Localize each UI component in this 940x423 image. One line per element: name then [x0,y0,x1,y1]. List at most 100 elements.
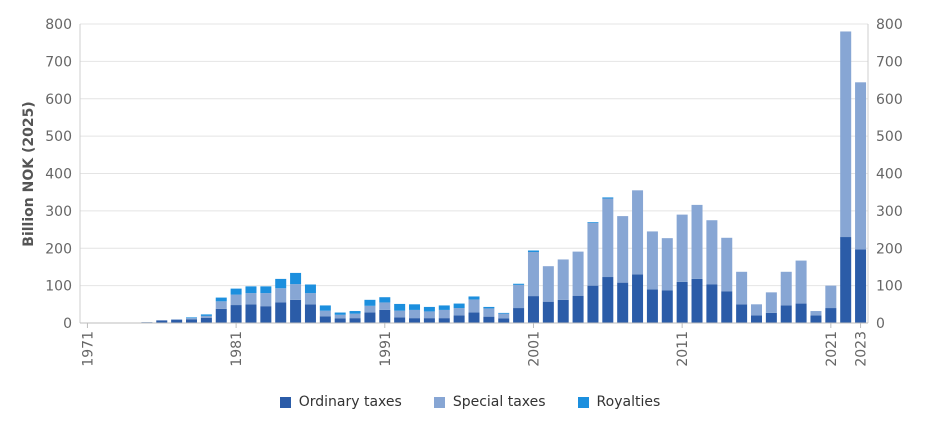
bar-segment-ordinary-taxes[interactable] [691,278,703,323]
bar-segment-special-taxes[interactable] [661,238,673,291]
bar-segment-special-taxes[interactable] [394,310,406,318]
bar-segment-ordinary-taxes[interactable] [379,309,391,323]
bar-segment-royalties[interactable] [527,250,539,252]
bar-segment-royalties[interactable] [290,272,302,285]
bar-segment-royalties[interactable] [513,283,525,285]
bar-segment-ordinary-taxes[interactable] [230,305,242,323]
bar-segment-ordinary-taxes[interactable] [483,316,495,323]
bar-segment-royalties[interactable] [453,303,465,309]
bar-segment-ordinary-taxes[interactable] [617,282,629,323]
bar-segment-special-taxes[interactable] [245,293,257,305]
bar-segment-royalties[interactable] [186,317,198,319]
bar-segment-ordinary-taxes[interactable] [498,318,510,323]
bar-segment-special-taxes[interactable] [364,305,376,313]
bar-segment-ordinary-taxes[interactable] [245,304,257,323]
bar-segment-special-taxes[interactable] [795,260,807,304]
bar-segment-ordinary-taxes[interactable] [855,249,867,323]
bar-segment-ordinary-taxes[interactable] [304,304,316,323]
bar-segment-ordinary-taxes[interactable] [706,284,718,323]
bar-segment-ordinary-taxes[interactable] [810,315,822,323]
bar-segment-special-taxes[interactable] [780,271,792,306]
bar-segment-special-taxes[interactable] [319,310,331,317]
bar-segment-special-taxes[interactable] [260,293,272,307]
bar-segment-royalties[interactable] [275,278,287,289]
bar-segment-royalties[interactable] [394,303,406,311]
bar-segment-ordinary-taxes[interactable] [557,299,569,323]
bar-segment-special-taxes[interactable] [855,82,867,250]
bar-segment-special-taxes[interactable] [349,313,361,319]
bar-segment-royalties[interactable] [602,197,614,199]
bar-segment-ordinary-taxes[interactable] [676,281,688,323]
bar-segment-special-taxes[interactable] [527,251,539,297]
bar-segment-special-taxes[interactable] [810,311,822,316]
bar-segment-ordinary-taxes[interactable] [527,296,539,323]
bar-segment-ordinary-taxes[interactable] [513,308,525,323]
bar-segment-ordinary-taxes[interactable] [602,277,614,323]
bar-segment-ordinary-taxes[interactable] [721,291,733,323]
bar-segment-ordinary-taxes[interactable] [572,295,584,323]
bar-segment-ordinary-taxes[interactable] [765,312,777,323]
bar-segment-ordinary-taxes[interactable] [542,301,554,323]
bar-segment-ordinary-taxes[interactable] [215,308,227,323]
bar-segment-special-taxes[interactable] [750,304,762,316]
bar-segment-special-taxes[interactable] [646,231,658,290]
bar-segment-ordinary-taxes[interactable] [171,320,183,323]
bar-segment-ordinary-taxes[interactable] [632,274,644,323]
bar-segment-royalties[interactable] [587,222,599,223]
legend-item-special-taxes[interactable]: Special taxes [433,394,546,410]
bar-segment-special-taxes[interactable] [765,292,777,313]
bar-segment-special-taxes[interactable] [438,309,450,319]
bar-segment-special-taxes[interactable] [825,285,837,309]
bar-segment-ordinary-taxes[interactable] [156,320,168,323]
bar-segment-royalties[interactable] [498,312,510,314]
bar-segment-special-taxes[interactable] [691,204,703,279]
bar-segment-ordinary-taxes[interactable] [275,302,287,323]
bar-segment-royalties[interactable] [319,305,331,311]
bar-segment-ordinary-taxes[interactable] [334,318,346,323]
bar-segment-special-taxes[interactable] [483,308,495,317]
bar-segment-ordinary-taxes[interactable] [349,318,361,323]
bar-segment-ordinary-taxes[interactable] [260,306,272,323]
bar-segment-ordinary-taxes[interactable] [750,315,762,323]
bar-segment-special-taxes[interactable] [290,284,302,300]
bar-segment-special-taxes[interactable] [513,284,525,309]
legend-item-royalties[interactable]: Royalties [577,394,660,410]
bar-segment-ordinary-taxes[interactable] [587,285,599,323]
bar-segment-special-taxes[interactable] [409,309,421,319]
bar-segment-special-taxes[interactable] [617,216,629,283]
bar-segment-royalties[interactable] [304,284,316,294]
bar-segment-ordinary-taxes[interactable] [468,312,480,323]
bar-segment-special-taxes[interactable] [200,315,212,318]
bar-segment-ordinary-taxes[interactable] [825,308,837,323]
bar-segment-special-taxes[interactable] [557,259,569,300]
bar-segment-ordinary-taxes[interactable] [409,318,421,323]
bar-segment-special-taxes[interactable] [736,271,748,305]
bar-segment-special-taxes[interactable] [230,294,242,306]
bar-segment-ordinary-taxes[interactable] [200,317,212,323]
bar-segment-special-taxes[interactable] [840,31,852,238]
bar-segment-royalties[interactable] [230,288,242,295]
bar-segment-special-taxes[interactable] [468,299,480,313]
bar-segment-ordinary-taxes[interactable] [736,304,748,323]
bar-segment-ordinary-taxes[interactable] [423,318,435,323]
bar-segment-royalties[interactable] [245,286,257,294]
bar-segment-special-taxes[interactable] [215,301,227,309]
bar-segment-royalties[interactable] [215,297,227,302]
bar-segment-ordinary-taxes[interactable] [661,290,673,323]
bar-segment-ordinary-taxes[interactable] [364,312,376,323]
bar-segment-special-taxes[interactable] [171,319,183,321]
bar-segment-special-taxes[interactable] [186,318,198,320]
bar-segment-special-taxes[interactable] [498,313,510,319]
bar-segment-royalties[interactable] [483,306,495,309]
bar-segment-royalties[interactable] [260,286,272,294]
bar-segment-ordinary-taxes[interactable] [438,318,450,323]
bar-segment-special-taxes[interactable] [706,220,718,285]
bar-segment-ordinary-taxes[interactable] [290,299,302,323]
bar-segment-special-taxes[interactable] [379,302,391,310]
bar-segment-ordinary-taxes[interactable] [780,305,792,323]
bar-segment-ordinary-taxes[interactable] [453,315,465,323]
bar-segment-royalties[interactable] [409,304,421,310]
bar-segment-special-taxes[interactable] [275,288,287,303]
bar-segment-special-taxes[interactable] [453,308,465,316]
bar-segment-royalties[interactable] [438,305,450,310]
